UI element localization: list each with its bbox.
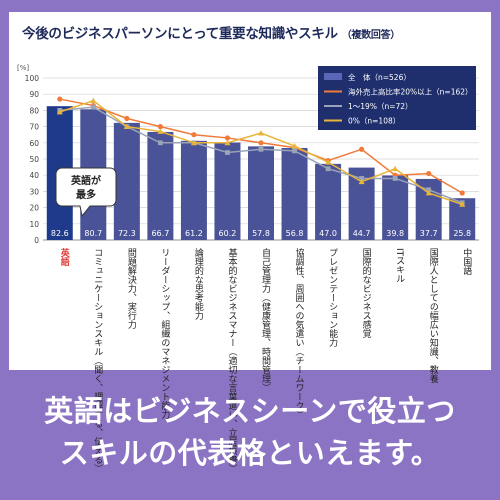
data-point [258,140,264,146]
x-category-label: 協調性、周囲への気遣い（チームワーク） [294,247,305,419]
x-category-label: ITスキル [394,248,405,283]
data-point [225,150,230,155]
y-tick-label: 60 [29,139,39,148]
bar-value-label: 57.8 [252,229,270,238]
data-point [56,109,63,115]
data-point [90,97,97,104]
y-tick-label: 0 [34,236,39,245]
chart-title: 今後のビジネスパーソンにとって重要な知識やスキル （複数回答） [22,26,401,42]
callout-text: 最多 [76,188,96,201]
bar-value-label: 61.2 [185,229,203,238]
x-category-label: プレゼンテーション能力 [327,248,338,348]
bar [113,122,140,240]
legend-label: 海外売上高比率20%以上（n=162） [348,87,473,97]
data-point [459,201,466,207]
x-category-label: 中国語 [461,247,472,276]
bar-value-label: 47.0 [319,229,337,238]
y-tick-label: 20 [29,204,39,213]
data-point [426,187,432,193]
bar [248,146,274,240]
data-point [224,139,231,146]
data-point [392,176,398,181]
data-point [90,104,96,110]
data-point [358,178,365,185]
chart-title-note: （複数回答） [341,30,401,41]
y-tick-label: 40 [29,171,39,180]
x-category-label: リーダーシップ、組織のマネジメント能力 [159,248,170,420]
legend-label: 1～19%（n=72） [348,102,413,111]
x-category-label: 国際的なビジネス感覚 [361,248,372,339]
legend-label: 0%（n=108） [348,117,400,126]
bar-value-label: 44.7 [353,229,371,238]
y-axis-label: [%] [17,64,29,72]
x-category-label: 問題解決力、実行力 [126,248,137,330]
bar-value-label: 82.6 [51,229,69,238]
y-tick-label: 30 [29,187,39,196]
legend-label: 全 体（n=526） [348,72,411,82]
caption-line-2: スキルの代表格といえます。 [59,436,441,470]
y-tick-label: 70 [29,123,39,132]
data-point [123,123,130,129]
data-point [124,115,130,122]
data-point [157,128,164,134]
data-point [157,140,163,146]
x-category-label: コミュニケーションスキル（聞く、理解する、伝える） [92,248,103,473]
bar [180,140,207,240]
data-point [292,148,297,154]
y-tick-label: 100 [25,74,40,83]
bar-value-label: 37.7 [420,229,438,238]
data-point [190,139,197,146]
bar-value-label: 66.7 [151,229,169,238]
data-point [359,146,365,152]
bar-value-label: 39.8 [386,229,404,238]
data-point [57,96,63,102]
data-point [157,124,163,130]
bar [382,175,409,240]
callout-text: 英語が [70,174,102,187]
data-point [325,166,331,172]
bar-value-label: 72.3 [118,229,136,238]
x-category-label: 国際人としての幅広い知識、教養 [428,248,439,384]
data-point [191,132,197,138]
bar [281,147,308,240]
bar-value-label: 25.8 [453,229,471,238]
x-category-label: 論理的な思考能力 [193,247,204,321]
callout-bubble [55,167,117,218]
y-tick-label: 90 [29,90,39,99]
data-point [426,170,432,177]
data-point [392,165,399,172]
data-point [459,190,465,196]
bar [315,163,342,240]
caption-line-1: 英語はビジネスシーンで役立つ [44,394,456,428]
legend-box [318,66,476,130]
data-point [359,176,365,181]
data-point [291,143,298,149]
data-point [425,190,432,196]
x-category-label: 自己管理力（健康管理、時間管理） [260,247,271,392]
bar [147,131,174,240]
x-category-label: 基本的なビジネスマナー（適切な言葉遣い、立居振舞） [226,247,237,473]
bar [214,142,241,240]
bar-value-label: 60.2 [219,229,237,238]
bar-value-label: 80.7 [84,229,102,238]
data-point [258,146,264,152]
legend-swatch [324,73,342,80]
data-point [258,130,264,136]
x-category-label: 英語 [59,247,70,267]
y-tick-label: 10 [29,220,39,229]
y-tick-label: 50 [29,155,39,164]
y-tick-label: 80 [29,106,39,115]
bar-value-label: 56.8 [286,229,304,238]
data-point [224,135,231,141]
data-point [325,159,332,165]
